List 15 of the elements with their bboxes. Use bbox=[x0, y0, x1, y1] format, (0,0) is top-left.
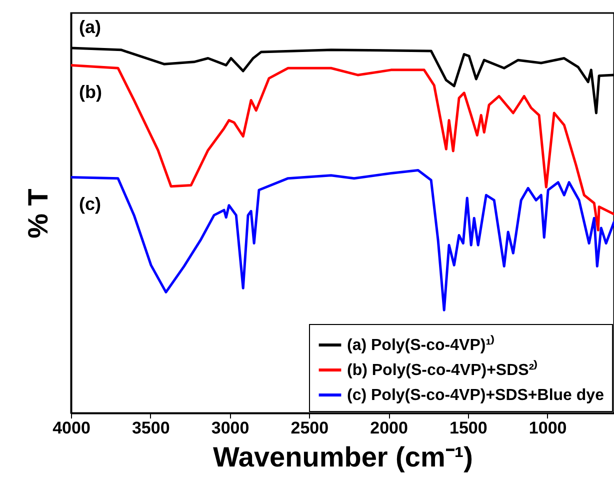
legend-label: (c) Poly(S-co-4VP)+SDS+Blue dye bbox=[347, 387, 604, 404]
annotation: (c) bbox=[79, 194, 102, 214]
annotation: (b) bbox=[79, 82, 102, 102]
text: (a) bbox=[79, 17, 102, 38]
x-tick-label: 1000 bbox=[528, 418, 567, 438]
legend-label: (a) Poly(S-co-4VP)¹⁾ bbox=[347, 335, 496, 354]
x-tick-label: 4000 bbox=[52, 418, 90, 438]
x-tick-label: 3000 bbox=[211, 418, 250, 438]
x-tick-label: 3500 bbox=[132, 418, 170, 438]
x-tick-label: 2500 bbox=[290, 418, 329, 438]
x-tick-label: 2000 bbox=[370, 418, 408, 438]
x-tick-label: 1500 bbox=[450, 418, 488, 438]
legend-label: (b) Poly(S-co-4VP)+SDS²⁾ bbox=[347, 360, 538, 379]
y-axis-title: % T bbox=[22, 188, 54, 238]
x-axis-title: Wavenumber (cm⁻¹) bbox=[212, 442, 474, 472]
